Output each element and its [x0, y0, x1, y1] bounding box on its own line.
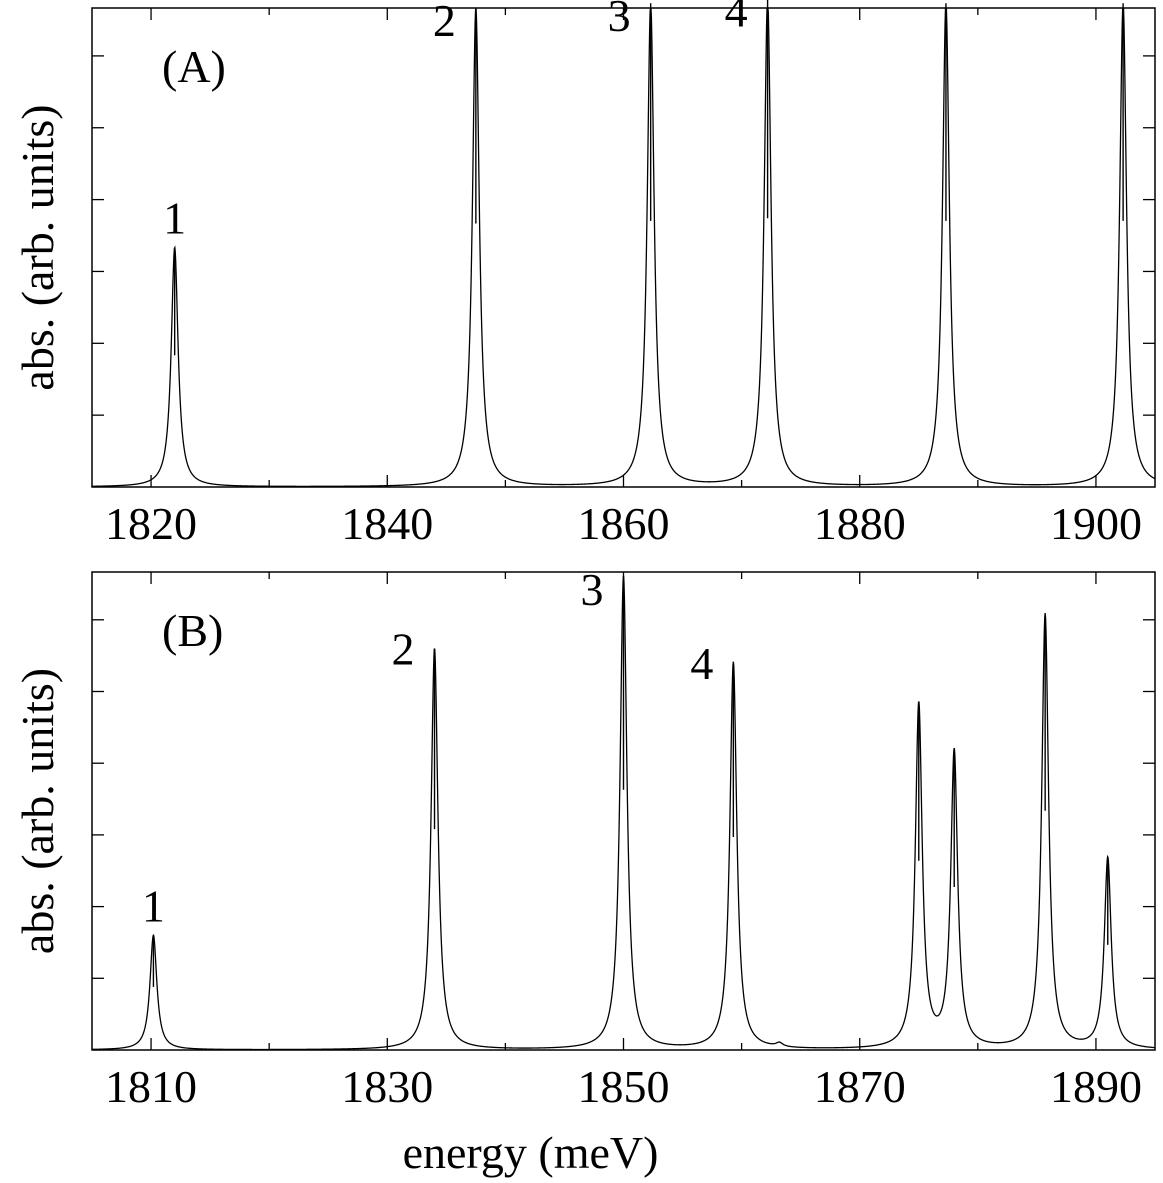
- x-tick-label: 1880: [814, 498, 906, 549]
- panel-label: (A): [162, 41, 226, 92]
- x-tick-label: 1870: [814, 1061, 906, 1112]
- peak-label-1: 1: [163, 193, 186, 244]
- y-axis-label: abs. (arb. units): [12, 668, 63, 954]
- x-tick-label: 1810: [105, 1061, 197, 1112]
- x-tick-label: 1830: [341, 1061, 433, 1112]
- spectrum-line: [92, 7, 1156, 487]
- panel-b: 1810 1830 1850 1870 1890 1 2 3 4 (B) abs. (arb. un…: [12, 564, 1156, 1178]
- peak-label-4: 4: [725, 0, 748, 36]
- peak-label-2: 2: [433, 0, 456, 46]
- peak-label-3: 3: [608, 0, 631, 41]
- peak-label-2: 2: [392, 623, 415, 674]
- spectrum-line: [91, 575, 1156, 1051]
- panel-a: 1820 1840 1860 1880 1900 1 2 3 4 (A) abs. (arb. un…: [12, 0, 1156, 549]
- panel-label: (B): [162, 605, 223, 656]
- x-tick-label: 1860: [578, 498, 670, 549]
- y-axis-label: abs. (arb. units): [12, 104, 63, 390]
- peak-label-3: 3: [581, 564, 604, 615]
- plot-frame: [91, 7, 1156, 488]
- peak-label-4: 4: [690, 638, 713, 689]
- x-axis-label: energy (meV): [403, 1127, 659, 1178]
- x-tick-label: 1850: [578, 1061, 670, 1112]
- x-tick-label: 1840: [341, 498, 433, 549]
- x-tick-label: 1900: [1050, 498, 1142, 549]
- x-tick-label: 1890: [1050, 1061, 1142, 1112]
- peak-label-1: 1: [142, 880, 165, 931]
- x-tick-label: 1820: [105, 498, 197, 549]
